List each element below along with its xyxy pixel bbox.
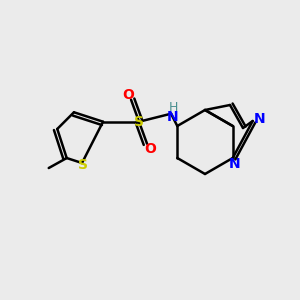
Text: N: N — [167, 110, 179, 124]
Text: S: S — [78, 158, 88, 172]
Text: N: N — [229, 157, 241, 171]
Text: S: S — [134, 115, 144, 129]
Text: H: H — [168, 101, 178, 114]
Text: N: N — [254, 112, 266, 126]
Text: O: O — [122, 88, 134, 102]
Text: O: O — [144, 142, 156, 156]
